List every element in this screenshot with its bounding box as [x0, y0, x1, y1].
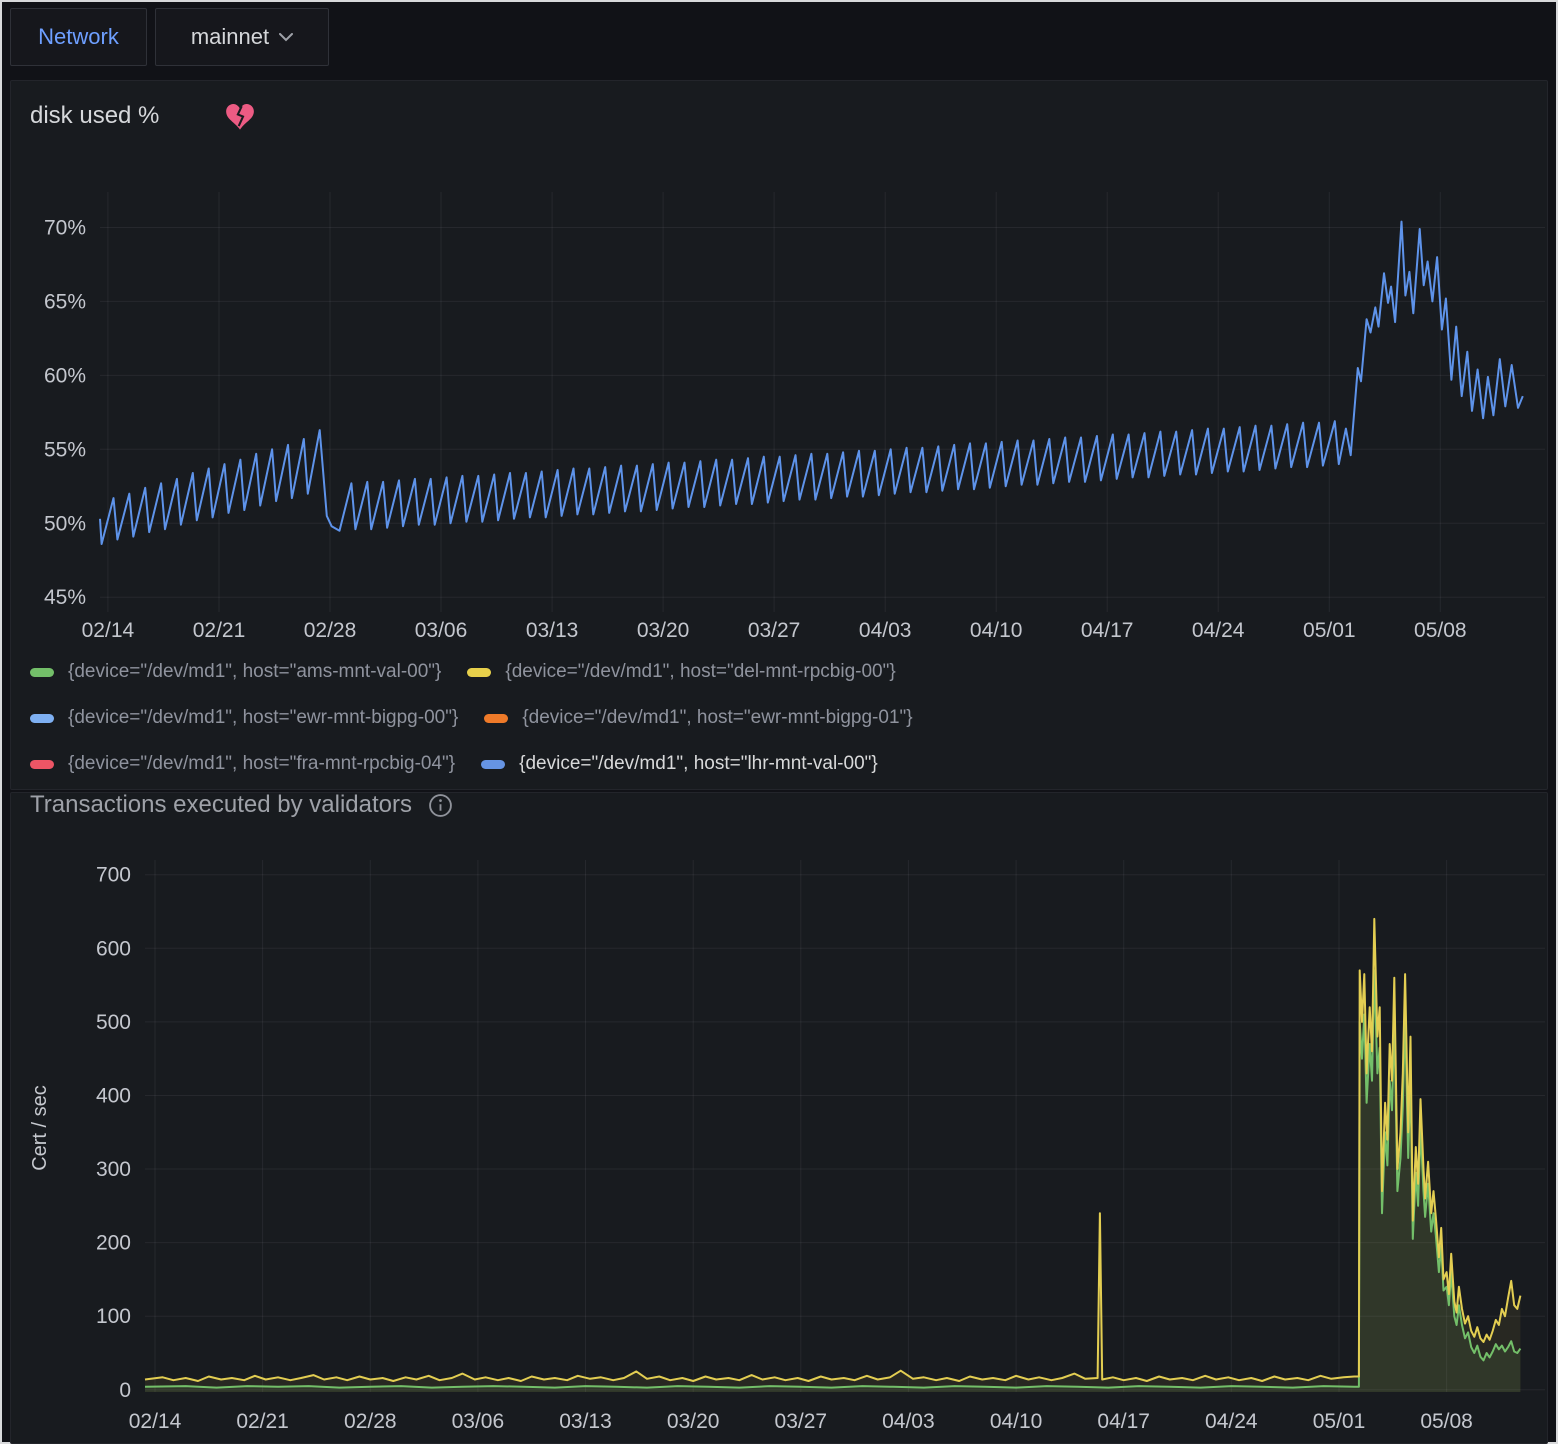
y-tick-label: 65%: [44, 290, 86, 313]
legend-series-label: {device="/dev/md1", host="fra-mnt-rpcbig…: [68, 753, 455, 775]
legend-row: {device="/dev/md1", host="ewr-mnt-bigpg-…: [30, 700, 1530, 736]
panel-title-transactions[interactable]: Transactions executed by validators: [30, 791, 412, 819]
y-tick-label: 45%: [44, 586, 86, 609]
x-tick-label: 04/24: [1192, 619, 1245, 642]
transactions-chart-area[interactable]: 0 100 200 300 400 500 600 700 02/14 02/21 02/28 03/…: [10, 850, 1548, 1444]
legend-item[interactable]: {device="/dev/md1", host="ewr-mnt-bigpg-…: [484, 707, 912, 729]
x-tick-label: 03/13: [559, 1410, 612, 1433]
x-tick-label: 05/08: [1420, 1410, 1473, 1433]
x-tick-label: 03/06: [415, 619, 468, 642]
x-tick-label: 02/14: [82, 619, 135, 642]
legend-series-color: [30, 668, 54, 677]
variable-value-text: mainnet: [191, 24, 269, 50]
legend-row: {device="/dev/md1", host="ams-mnt-val-00…: [30, 654, 1530, 690]
x-tick-label: 05/01: [1313, 1410, 1366, 1433]
variable-value-dropdown[interactable]: mainnet: [155, 8, 329, 66]
x-tick-label: 04/17: [1097, 1410, 1150, 1433]
y-tick-label: 50%: [44, 512, 86, 535]
x-tick-label: 03/27: [748, 619, 801, 642]
dashboard: Network mainnet disk used % 45% 50% 55% 60%…: [0, 0, 1558, 1444]
x-tick-label: 05/08: [1414, 619, 1467, 642]
y-tick-label: 400: [96, 1085, 131, 1108]
x-tick-label: 03/27: [775, 1410, 828, 1433]
legend-series-color: [484, 714, 508, 723]
broken-heart-icon: [226, 104, 254, 130]
x-tick-label: 03/06: [452, 1410, 505, 1433]
series-line-{device="/dev/md1", host="lhr-mnt-val-00"}: [100, 222, 1523, 544]
legend-item[interactable]: {device="/dev/md1", host="del-mnt-rpcbig…: [467, 661, 895, 683]
x-tick-label: 04/10: [970, 619, 1023, 642]
x-tick-label: 04/10: [990, 1410, 1043, 1433]
legend-series-label: {device="/dev/md1", host="lhr-mnt-val-00…: [519, 753, 878, 775]
disk-used-chart-area[interactable]: 45% 50% 55% 60% 65% 70% 02/14 02/21 02/28 03/06 03…: [10, 180, 1548, 650]
x-tick-label: 02/28: [344, 1410, 397, 1433]
x-tick-label: 02/21: [236, 1410, 289, 1433]
legend-series-color: [30, 760, 54, 769]
chevron-down-icon: [279, 33, 293, 42]
series-fill-validators-yellow: [145, 919, 1520, 1392]
y-tick-label: 70%: [44, 217, 86, 240]
y-tick-label: 60%: [44, 364, 86, 387]
x-tick-label: 03/20: [667, 1410, 720, 1433]
y-tick-label: 700: [96, 864, 131, 887]
x-tick-label: 04/24: [1205, 1410, 1258, 1433]
variable-label-network[interactable]: Network: [10, 8, 147, 66]
y-tick-label: 600: [96, 937, 131, 960]
y-tick-label: 300: [96, 1158, 131, 1181]
x-tick-label: 04/17: [1081, 619, 1134, 642]
x-tick-label: 04/03: [859, 619, 912, 642]
disk-used-legend: {device="/dev/md1", host="ams-mnt-val-00…: [30, 654, 1530, 792]
series-line-validators-yellow: [145, 919, 1520, 1381]
legend-series-color: [30, 714, 54, 723]
series-fill-validators-green: [145, 970, 1520, 1392]
x-tick-label: 03/13: [526, 619, 579, 642]
legend-series-label: {device="/dev/md1", host="ewr-mnt-bigpg-…: [522, 707, 912, 729]
series-line-validators-green: [145, 970, 1520, 1387]
x-tick-label: 04/03: [882, 1410, 935, 1433]
legend-item[interactable]: {device="/dev/md1", host="ewr-mnt-bigpg-…: [30, 707, 458, 729]
y-tick-label: 55%: [44, 438, 86, 461]
legend-series-color: [467, 668, 491, 677]
legend-series-label: {device="/dev/md1", host="ams-mnt-val-00…: [68, 661, 441, 683]
y-tick-label: 0: [119, 1379, 131, 1402]
variable-label-text: Network: [38, 24, 119, 50]
info-icon[interactable]: [428, 793, 453, 818]
legend-series-label: {device="/dev/md1", host="del-mnt-rpcbig…: [505, 661, 895, 683]
x-tick-label: 02/14: [129, 1410, 182, 1433]
x-tick-label: 02/21: [193, 619, 246, 642]
panel-title-disk-used[interactable]: disk used %: [30, 102, 159, 130]
legend-series-color: [481, 760, 505, 769]
y-tick-label: 200: [96, 1232, 131, 1255]
x-tick-label: 02/28: [304, 619, 357, 642]
legend-series-label: {device="/dev/md1", host="ewr-mnt-bigpg-…: [68, 707, 458, 729]
legend-item[interactable]: {device="/dev/md1", host="lhr-mnt-val-00…: [481, 753, 878, 775]
legend-item[interactable]: {device="/dev/md1", host="fra-mnt-rpcbig…: [30, 753, 455, 775]
x-tick-label: 05/01: [1303, 619, 1356, 642]
y-tick-label: 500: [96, 1011, 131, 1034]
legend-row: {device="/dev/md1", host="fra-mnt-rpcbig…: [30, 746, 1530, 782]
x-tick-label: 03/20: [637, 619, 690, 642]
legend-item[interactable]: {device="/dev/md1", host="ams-mnt-val-00…: [30, 661, 441, 683]
panel-transactions-title-row: Transactions executed by validators: [30, 791, 453, 819]
y-tick-label: 100: [96, 1305, 131, 1328]
